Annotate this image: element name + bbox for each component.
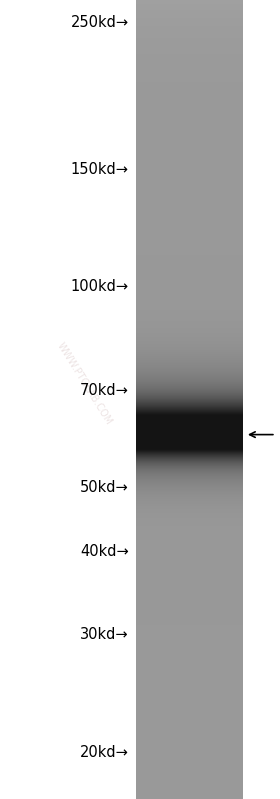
Text: 150kd→: 150kd→ (71, 162, 129, 177)
Text: 50kd→: 50kd→ (80, 479, 129, 495)
Text: 250kd→: 250kd→ (71, 14, 129, 30)
Text: 40kd→: 40kd→ (80, 544, 129, 559)
Text: 30kd→: 30kd→ (80, 627, 129, 642)
Text: WWW.PTGLAB.COM: WWW.PTGLAB.COM (55, 340, 113, 427)
Text: 20kd→: 20kd→ (80, 745, 129, 760)
Text: 100kd→: 100kd→ (71, 280, 129, 295)
Text: 70kd→: 70kd→ (80, 383, 129, 398)
